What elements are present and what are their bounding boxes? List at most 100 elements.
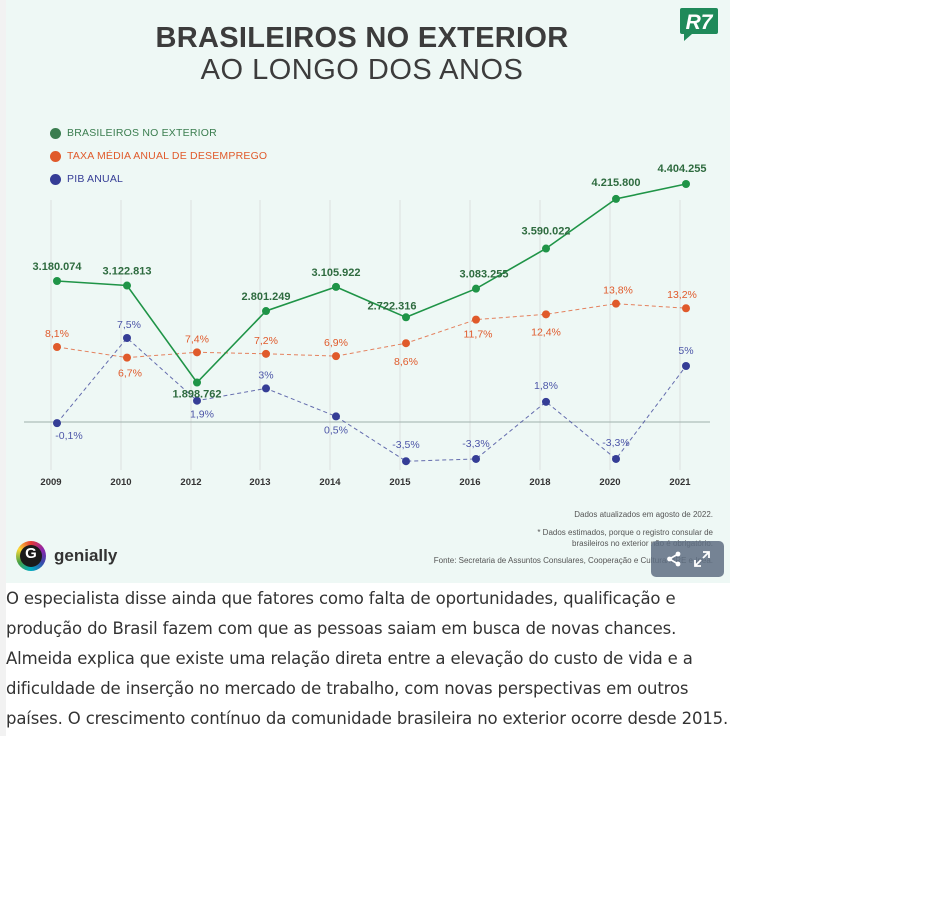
data-label: 13,8% bbox=[603, 285, 633, 297]
infographic-title: BRASILEIROS NO EXTERIOR bbox=[155, 22, 569, 54]
data-label: 13,2% bbox=[667, 289, 697, 301]
data-label: 3.590.022 bbox=[522, 226, 571, 238]
data-point bbox=[262, 349, 270, 358]
data-label: 3.105.922 bbox=[312, 267, 361, 279]
data-point bbox=[262, 307, 270, 316]
x-tick-label: 2021 bbox=[669, 477, 691, 488]
series-line-pib bbox=[56, 337, 687, 462]
data-point bbox=[53, 277, 61, 285]
data-point bbox=[53, 419, 61, 428]
data-point bbox=[402, 313, 410, 322]
legend-label: PIB ANUAL bbox=[67, 173, 124, 186]
r7-logo-text: R7 bbox=[686, 11, 714, 34]
data-point bbox=[542, 310, 550, 319]
data-point bbox=[123, 281, 131, 290]
article-paragraph: O especialista disse ainda que fatores c… bbox=[6, 589, 729, 728]
data-label: 4.215.800 bbox=[592, 177, 641, 189]
data-label: 3% bbox=[258, 369, 273, 381]
data-label: -3,3% bbox=[462, 438, 489, 450]
embed-controls bbox=[651, 541, 724, 577]
legend-dot-orange bbox=[50, 150, 61, 162]
r7-logo: R7 bbox=[680, 8, 718, 41]
data-point bbox=[123, 353, 131, 362]
infographic-subtitle: AO LONGO DOS ANOS bbox=[200, 54, 524, 86]
data-label: 3.180.074 bbox=[33, 261, 83, 273]
x-tick-label: 2012 bbox=[180, 477, 201, 488]
expand-icon[interactable] bbox=[693, 550, 711, 568]
data-point bbox=[682, 180, 690, 188]
genially-icon bbox=[16, 541, 46, 571]
data-label: 4.404.255 bbox=[658, 163, 707, 175]
data-point bbox=[193, 396, 201, 405]
note-source: Fonte: Secretaria de Assuntos Consulares… bbox=[433, 556, 713, 565]
data-label: 7,2% bbox=[254, 335, 278, 347]
data-point bbox=[472, 315, 480, 324]
x-tick-label: 2013 bbox=[249, 477, 270, 488]
legend-dot-green bbox=[50, 127, 61, 139]
data-label: 1,8% bbox=[534, 380, 558, 392]
data-point bbox=[332, 412, 340, 421]
x-tick-label: 2015 bbox=[389, 477, 411, 488]
data-point bbox=[123, 334, 131, 342]
data-label: -0,1% bbox=[55, 430, 82, 442]
data-label: 1.898.762 bbox=[173, 389, 222, 401]
data-point bbox=[193, 378, 201, 387]
data-label: 6,7% bbox=[118, 368, 142, 380]
legend-item-brasileiros: BRASILEIROS NO EXTERIOR bbox=[50, 127, 217, 139]
x-tick-label: 2018 bbox=[529, 477, 550, 488]
data-label: 7,5% bbox=[117, 319, 141, 331]
data-point bbox=[612, 299, 620, 308]
data-point bbox=[612, 454, 620, 463]
data-label: 3.083.255 bbox=[460, 269, 509, 281]
data-label: 0,5% bbox=[324, 424, 348, 436]
data-label: 3.122.813 bbox=[103, 266, 152, 278]
legend-dot-blue bbox=[50, 173, 61, 185]
line-chart: 2009 2010 2012 2013 2014 2015 2016 2018 2020 2021… bbox=[24, 163, 710, 488]
data-label: 6,9% bbox=[324, 337, 348, 349]
data-point bbox=[402, 339, 410, 348]
data-label: 5% bbox=[678, 345, 693, 357]
data-point bbox=[53, 343, 61, 351]
data-point bbox=[472, 454, 480, 463]
note-estimated-2: brasileiros no exterior não é obrigatóri… bbox=[572, 539, 713, 548]
data-point bbox=[682, 304, 690, 313]
data-point bbox=[542, 244, 550, 253]
data-point bbox=[262, 384, 270, 393]
series-line-brasileiros bbox=[56, 183, 687, 384]
data-label: 7,4% bbox=[185, 333, 209, 345]
page-left-strip bbox=[0, 0, 6, 736]
genially-infographic-embed[interactable]: BRASILEIROS NO EXTERIOR AO LONGO DOS ANO… bbox=[6, 0, 730, 583]
data-label: 12,4% bbox=[531, 326, 561, 338]
x-tick-label: 2014 bbox=[319, 477, 341, 488]
note-updated: Dados atualizados em agosto de 2022. bbox=[574, 510, 713, 519]
legend-label: BRASILEIROS NO EXTERIOR bbox=[67, 127, 217, 140]
data-point bbox=[472, 284, 480, 293]
data-point bbox=[682, 362, 690, 370]
data-label: 11,7% bbox=[464, 329, 493, 341]
x-tick-label: 2016 bbox=[459, 477, 480, 488]
genially-icon-letter: G bbox=[25, 545, 37, 562]
x-tick-label: 2020 bbox=[599, 477, 620, 488]
data-label: -3,3% bbox=[602, 437, 629, 449]
data-point bbox=[542, 397, 550, 406]
note-estimated-1: * Dados estimados, porque o registro con… bbox=[537, 528, 713, 537]
x-tick-label: 2009 bbox=[40, 477, 61, 488]
legend-item-desemprego: TAXA MÉDIA ANUAL DE DESEMPREGO bbox=[50, 150, 267, 162]
data-label: -3,5% bbox=[392, 439, 419, 451]
data-point bbox=[193, 348, 201, 357]
data-label: 2.722.316 bbox=[368, 300, 417, 312]
data-label: 2.801.249 bbox=[242, 291, 291, 303]
share-icon[interactable] bbox=[665, 550, 683, 568]
data-label: 8,6% bbox=[394, 356, 418, 368]
data-label: 8,1% bbox=[45, 328, 69, 340]
data-label: 1,9% bbox=[190, 409, 214, 421]
series-line-desemprego bbox=[56, 303, 687, 359]
data-point bbox=[402, 457, 410, 466]
data-point bbox=[332, 282, 340, 291]
legend-label: TAXA MÉDIA ANUAL DE DESEMPREGO bbox=[67, 150, 268, 163]
data-point bbox=[332, 352, 340, 361]
legend-item-pib: PIB ANUAL bbox=[50, 173, 123, 185]
data-point bbox=[612, 194, 620, 203]
x-tick-label: 2010 bbox=[110, 477, 131, 488]
genially-wordmark: genially bbox=[54, 546, 118, 565]
